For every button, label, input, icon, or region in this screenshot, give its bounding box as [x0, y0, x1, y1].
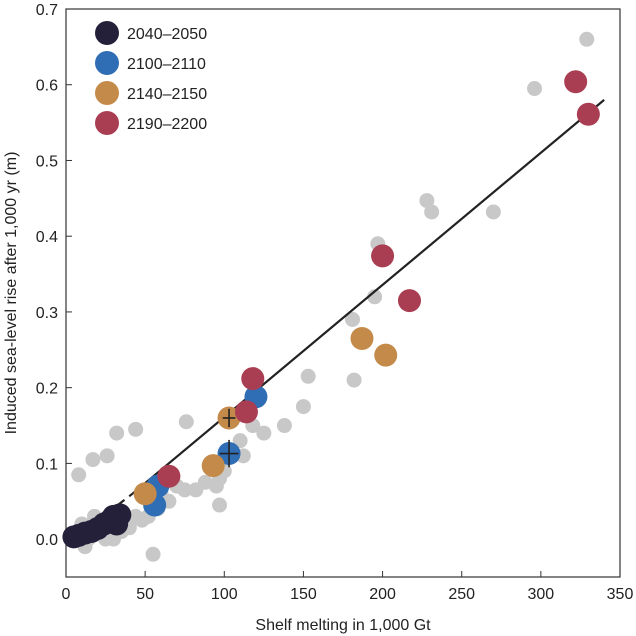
background-point: [232, 433, 248, 449]
fit-line-dashed: [73, 492, 134, 541]
series-4-point: [576, 102, 600, 126]
background-point: [579, 31, 595, 47]
background-point: [71, 467, 87, 483]
series-4-point: [241, 367, 265, 391]
background-point: [109, 425, 125, 441]
background-point: [177, 482, 193, 498]
background-point: [256, 425, 272, 441]
x-tick-label: 200: [369, 586, 396, 603]
legend-label: 2040–2050: [127, 26, 207, 43]
legend-label: 2100–2110: [127, 56, 206, 73]
plot-frame: [65, 8, 621, 578]
series-4-point: [371, 244, 395, 268]
background-point: [527, 81, 543, 97]
background-point: [99, 448, 115, 464]
series-points: [62, 70, 600, 549]
y-tick-label: 0.1: [36, 456, 58, 473]
series-4-point: [564, 70, 588, 94]
y-tick-label: 0.4: [36, 229, 58, 246]
background-point: [85, 452, 101, 468]
background-point: [344, 312, 360, 328]
series-3-point: [133, 482, 157, 506]
x-axis-label: Shelf melting in 1,000 Gt: [255, 617, 431, 634]
y-tick-label: 0.3: [36, 305, 58, 322]
fit-line-solid: [131, 99, 605, 495]
error-crosses: [219, 408, 239, 468]
background-point: [485, 204, 501, 220]
x-tick-label: 350: [607, 586, 634, 603]
series-4-point: [397, 289, 421, 313]
background-point: [295, 399, 311, 415]
background-point: [346, 372, 362, 388]
legend: 2040–2050 2100–2110 2140–2150 2190–2200: [95, 21, 207, 135]
x-tick-label: 0: [62, 586, 71, 603]
y-tick-label: 0.5: [36, 153, 58, 170]
series-3-point: [201, 454, 225, 478]
legend-marker: [95, 111, 119, 135]
y-tick-label: 0.2: [36, 381, 58, 398]
legend-marker: [95, 81, 119, 105]
series-1-point: [108, 503, 132, 527]
series-4-point: [157, 464, 181, 488]
x-tick-label: 250: [448, 586, 475, 603]
x-tick-label: 150: [290, 586, 317, 603]
background-point: [300, 368, 316, 384]
legend-label: 2190–2200: [127, 116, 207, 133]
background-point: [276, 418, 292, 434]
background-point: [145, 546, 161, 562]
legend-marker: [95, 21, 119, 45]
background-point: [367, 289, 383, 305]
axes: 0 50 100 150 200 250 300 350 0.0 0.1 0.2 0.3 0.4 0.5 0…: [36, 2, 634, 603]
legend-marker: [95, 51, 119, 75]
series-4-point: [234, 400, 258, 424]
background-point: [419, 193, 435, 209]
y-tick-label: 0.6: [36, 78, 58, 95]
y-axis-label: Induced sea-level rise after 1,000 yr (m…: [3, 152, 20, 435]
series-3-point: [350, 326, 374, 350]
series-3-point: [374, 343, 398, 367]
background-point: [212, 497, 228, 513]
y-tick-label: 0.7: [36, 2, 58, 19]
x-tick-label: 50: [136, 586, 154, 603]
background-point: [424, 204, 440, 220]
background-point: [178, 414, 194, 430]
legend-label: 2140–2150: [127, 86, 207, 103]
fit-line: [73, 99, 605, 541]
background-point: [128, 421, 144, 437]
x-tick-label: 100: [211, 586, 238, 603]
y-tick-label: 0.0: [36, 532, 58, 549]
x-tick-label: 300: [528, 586, 555, 603]
